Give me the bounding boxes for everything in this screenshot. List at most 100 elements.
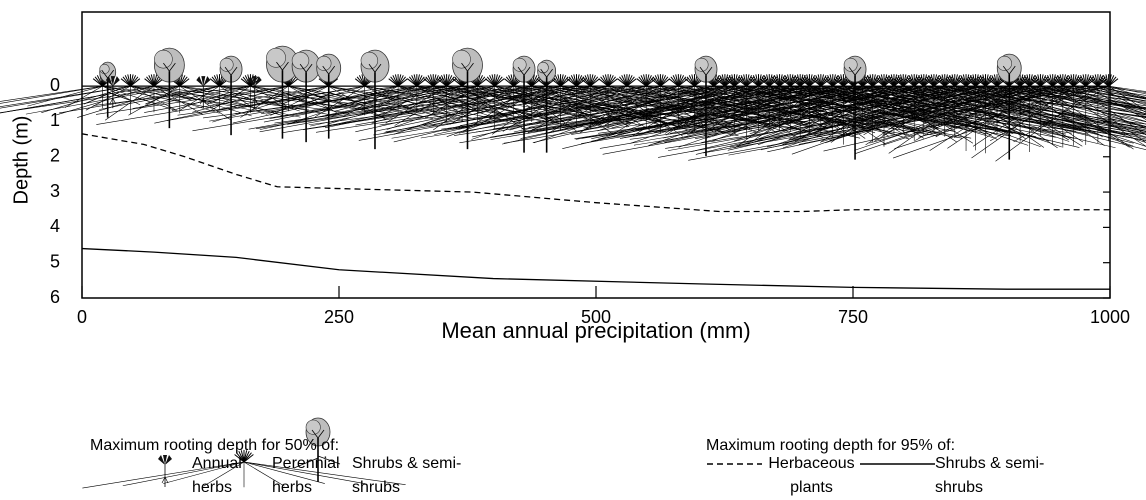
plant-stroke: [681, 93, 707, 105]
x-tick-label: 1000: [1090, 307, 1130, 327]
plant-stroke: [1062, 85, 1146, 102]
plant-stroke: [453, 85, 770, 136]
plant-stroke: [883, 85, 1062, 148]
plant-stroke: [304, 93, 329, 105]
plant-stroke: [1009, 91, 1032, 101]
plant-stroke: [727, 85, 1010, 151]
legend-item: Perennial herbs: [272, 455, 340, 496]
plant-stroke: [355, 85, 577, 126]
plant-stroke: [179, 85, 232, 121]
plant-stroke: [379, 85, 647, 126]
shrub-crown: [843, 57, 858, 72]
plant-stroke: [364, 85, 415, 112]
plant-stroke: [688, 85, 1098, 161]
plant-stroke: [476, 78, 488, 87]
annual-leaf: [158, 455, 172, 465]
plant-stroke: [192, 85, 463, 132]
plant-stroke: [1085, 85, 1146, 106]
plant-stroke: [536, 85, 873, 132]
plant-stroke: [104, 85, 155, 121]
plant-stroke: [1073, 85, 1146, 136]
legend-item: Shrubs & semi-shrubs: [935, 455, 1045, 496]
plant-stroke: [1097, 85, 1146, 113]
plant-stroke: [350, 93, 376, 105]
plant-stroke: [1052, 85, 1146, 109]
plant-stroke: [243, 461, 325, 484]
plant-stroke: [883, 85, 974, 144]
plant-stroke: [985, 93, 1010, 105]
plant-stroke: [177, 85, 399, 116]
plant-stroke: [328, 85, 387, 120]
plant-stroke: [259, 85, 463, 130]
plant-stroke: [985, 85, 1146, 138]
plant-stroke: [311, 429, 319, 439]
plant-stroke: [830, 93, 856, 105]
y-tick-label: 2: [50, 146, 60, 166]
plant-stroke: [598, 85, 986, 140]
plant-stroke: [139, 85, 220, 108]
plant-stroke: [1073, 85, 1146, 99]
plant-stroke: [800, 85, 886, 145]
plant-stroke: [1008, 65, 1016, 75]
plant-stroke: [130, 78, 141, 87]
plant-stroke: [328, 91, 351, 101]
plant-stroke: [169, 62, 176, 72]
plant-stroke: [576, 78, 587, 87]
plant-stroke: [269, 85, 478, 119]
plant-stroke: [112, 98, 117, 105]
plant-stroke: [1040, 85, 1146, 104]
plant-stroke: [571, 85, 904, 135]
plant-stroke: [286, 85, 561, 125]
plant-stroke: [305, 63, 313, 73]
plant-stroke: [467, 91, 490, 101]
plant-stroke: [734, 78, 745, 87]
plant-stroke: [443, 85, 725, 132]
plant-stroke: [695, 85, 976, 155]
plant-stroke: [562, 85, 863, 128]
plant-stroke: [145, 93, 170, 105]
plant-stroke: [99, 85, 220, 110]
plot-frame: [81, 11, 1111, 299]
plant-stroke: [153, 85, 301, 118]
shrub-crown: [154, 49, 173, 69]
plant-stroke: [540, 68, 547, 78]
plant-stroke: [653, 85, 998, 134]
plant-stroke: [317, 429, 325, 439]
plant-stroke: [93, 85, 251, 106]
plant-stroke: [699, 66, 707, 76]
plant-stroke: [580, 85, 915, 144]
plant-stroke: [248, 85, 495, 130]
plant-stroke: [1002, 65, 1010, 75]
plant-stroke: [510, 85, 833, 135]
plant-stroke: [854, 91, 878, 101]
plant-stroke: [258, 93, 283, 105]
plant-stroke: [490, 85, 791, 138]
y-tick-label: 1: [50, 110, 60, 130]
plant-stroke: [929, 85, 1030, 151]
chart: Mean annual precipitation (mm) Depth (m)…: [0, 11, 1146, 489]
plant-stroke: [323, 85, 514, 128]
plant-stroke: [734, 85, 895, 142]
plant-stroke: [985, 85, 1083, 147]
plant-stroke: [918, 85, 1109, 138]
plant-stroke: [531, 78, 542, 87]
plant-stroke: [109, 98, 114, 105]
plant-stroke: [848, 66, 856, 76]
plant-stroke: [1062, 85, 1146, 115]
plant-stroke: [144, 85, 289, 113]
plant-stroke: [374, 91, 398, 101]
plant-stroke: [7, 85, 155, 112]
plant-stroke: [626, 78, 637, 87]
plant-stroke: [546, 68, 553, 78]
plant-stroke: [1085, 85, 1146, 120]
shrub-crown: [266, 47, 286, 68]
plant-stroke: [164, 476, 169, 484]
shrub-crown: [291, 51, 310, 70]
plant-stroke: [649, 85, 810, 128]
plant-stroke: [461, 62, 468, 72]
plant-stroke: [633, 85, 1010, 146]
plant-stroke: [374, 63, 382, 73]
plant-stroke: [494, 78, 505, 87]
plant-stroke: [705, 66, 713, 76]
y-tick-label: 3: [50, 181, 60, 201]
